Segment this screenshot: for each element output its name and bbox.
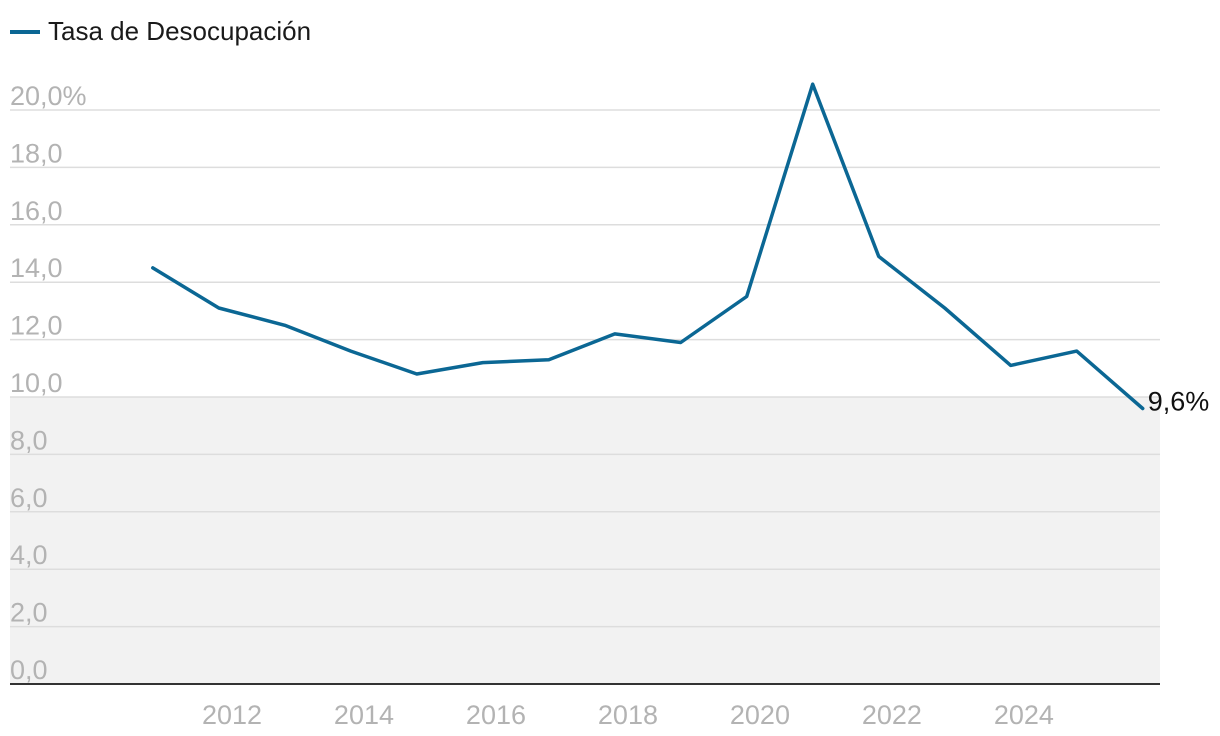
y-tick-label: 10,0: [10, 368, 63, 398]
x-tick-label: 2018: [598, 700, 658, 730]
legend-label: Tasa de Desocupación: [48, 16, 312, 46]
y-tick-label: 8,0: [10, 425, 48, 455]
legend: Tasa de Desocupación: [10, 16, 311, 47]
y-tick-label: 18,0: [10, 138, 63, 168]
y-tick-label: 16,0: [10, 196, 63, 226]
y-tick-label: 0,0: [10, 655, 48, 685]
x-tick-label: 2016: [466, 700, 526, 730]
y-tick-label: 12,0: [10, 311, 63, 341]
y-tick-label: 4,0: [10, 540, 48, 570]
legend-swatch: [10, 29, 40, 34]
y-tick-label: 2,0: [10, 598, 48, 628]
end-value-label: 9,6%: [1148, 386, 1210, 416]
y-tick-label: 20,0%: [10, 81, 87, 111]
series-line: [151, 82, 1145, 411]
y-tick-label: 6,0: [10, 483, 48, 513]
x-tick-label: 2012: [202, 700, 262, 730]
x-tick-label: 2024: [994, 700, 1054, 730]
shaded-band: [10, 397, 1160, 684]
y-tick-label: 14,0: [10, 253, 63, 283]
x-tick-label: 2022: [862, 700, 922, 730]
x-tick-label: 2020: [730, 700, 790, 730]
x-tick-label: 2014: [334, 700, 394, 730]
